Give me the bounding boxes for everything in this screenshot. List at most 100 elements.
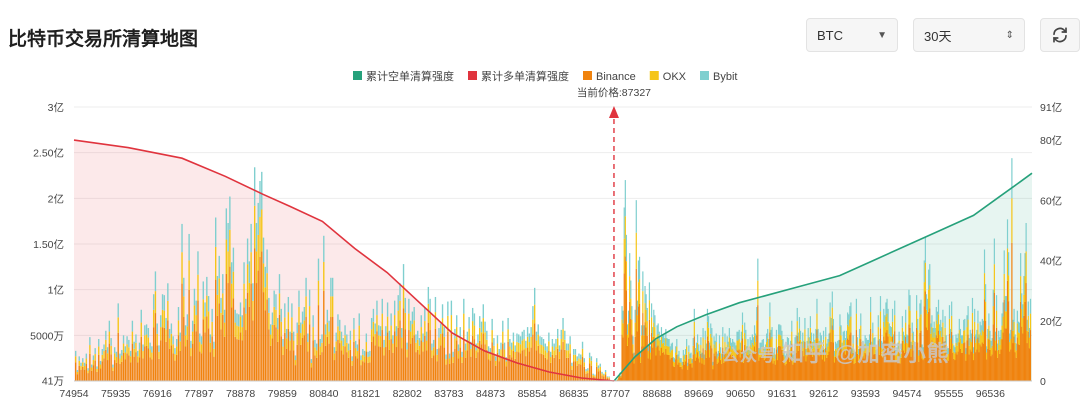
short-bar-278-bybit <box>920 299 922 315</box>
long-bar-136-bybit <box>316 343 318 351</box>
long-bar-95-bybit <box>243 262 245 284</box>
short-bar-368-bybit <box>1018 322 1021 334</box>
long-bar-187-okx <box>406 349 408 358</box>
long-bar-25-binance <box>119 364 121 381</box>
long-bar-294-bybit <box>596 358 598 363</box>
short-bar-233-binance <box>871 356 873 381</box>
long-bar-55-binance <box>172 353 174 381</box>
long-bar-79-binance <box>215 279 217 381</box>
short-bar-257-binance <box>897 357 899 381</box>
short-bar-248-okx <box>887 321 889 337</box>
long-bar-196-bybit <box>422 333 424 343</box>
long-bar-210-okx <box>447 315 449 332</box>
short-bar-296-okx <box>940 330 942 344</box>
short-bar-197-bybit <box>831 291 833 308</box>
short-bar-163-bybit <box>794 337 796 346</box>
long-bar-25-okx <box>119 358 121 365</box>
long-bar-24-binance <box>117 332 119 381</box>
long-bar-259-okx <box>533 304 536 324</box>
long-bar-216-okx <box>457 351 460 359</box>
long-bar-154-bybit <box>347 343 350 351</box>
long-bar-275-binance <box>562 341 564 381</box>
short-bar-73-bybit <box>695 342 698 350</box>
short-bar-173-okx <box>805 354 807 362</box>
short-bar-232-bybit <box>870 296 872 313</box>
short-bar-274-okx <box>916 310 918 328</box>
short-bar-8-okx <box>624 216 626 257</box>
refresh-button[interactable] <box>1040 18 1080 52</box>
short-bar-164-binance <box>795 352 797 381</box>
x-axis-tick-1: 75935 <box>101 388 130 400</box>
long-bar-137-okx <box>317 280 320 306</box>
short-bar-314-binance <box>959 348 962 381</box>
long-bar-255-bybit <box>526 327 529 337</box>
long-bar-35-okx <box>137 356 139 363</box>
short-bar-209-binance <box>844 354 847 381</box>
short-bar-258-okx <box>898 340 900 351</box>
long-bar-55-bybit <box>172 336 174 345</box>
short-bar-214-okx <box>850 316 852 333</box>
short-bar-63-bybit <box>684 349 687 355</box>
short-bar-171-binance <box>803 356 805 381</box>
long-bar-175-okx <box>385 336 387 348</box>
short-bar-337-binance <box>985 320 987 381</box>
short-bar-138-binance <box>767 348 769 381</box>
short-bar-187-binance <box>820 352 822 381</box>
short-bar-151-okx <box>781 339 783 350</box>
long-bar-115-bybit <box>278 274 281 294</box>
long-bar-29-okx <box>126 344 128 354</box>
long-bar-54-bybit <box>170 323 173 334</box>
long-bar-70-binance <box>199 351 201 381</box>
short-bar-159-binance <box>790 356 792 381</box>
long-bar-204-okx <box>436 354 438 362</box>
short-bar-346-okx <box>994 340 997 351</box>
short-bar-276-bybit <box>918 349 920 356</box>
long-bar-206-bybit <box>440 323 442 334</box>
short-bar-150-bybit <box>780 325 782 336</box>
long-bar-258-bybit <box>532 306 534 320</box>
short-bar-139-bybit <box>768 338 770 347</box>
short-bar-102-binance <box>727 356 729 381</box>
long-bar-56-bybit <box>174 348 176 355</box>
short-bar-108-binance <box>734 357 736 381</box>
long-bar-78-okx <box>213 348 215 357</box>
coin-select[interactable]: BTC ▼ <box>806 18 898 52</box>
long-bar-211-okx <box>448 358 451 365</box>
short-bar-282-okx <box>924 262 926 292</box>
long-bar-31-bybit <box>129 350 132 357</box>
long-bar-42-binance <box>149 357 151 381</box>
short-bar-26-binance <box>644 322 646 381</box>
short-bar-295-binance <box>939 345 941 381</box>
short-bar-290-bybit <box>933 321 935 333</box>
long-bar-164-binance <box>365 351 368 381</box>
short-bar-127-bybit <box>755 333 757 343</box>
long-bar-291-binance <box>590 365 593 381</box>
short-bar-126-bybit <box>753 325 756 336</box>
long-bar-271-binance <box>555 354 557 381</box>
short-bar-234-binance <box>872 344 874 381</box>
short-bar-325-binance <box>971 329 974 381</box>
long-bar-96-okx <box>245 313 247 331</box>
short-bar-271-okx <box>912 340 914 351</box>
long-bar-85-bybit <box>225 208 228 240</box>
short-bar-155-binance <box>785 364 787 381</box>
long-bar-50-bybit <box>163 295 165 311</box>
long-bar-270-okx <box>553 350 555 358</box>
long-bar-144-binance <box>330 317 332 381</box>
short-bar-201-okx <box>836 350 838 358</box>
long-bar-42-okx <box>149 349 151 358</box>
long-bar-240-bybit <box>500 342 502 350</box>
short-bar-26-okx <box>644 303 646 323</box>
long-bar-91-okx <box>236 325 238 340</box>
long-bar-47-okx <box>158 351 160 359</box>
long-bar-125-bybit <box>296 322 298 334</box>
short-bar-298-binance <box>942 336 944 381</box>
current-price-label: 当前价格:87327 <box>577 86 651 99</box>
long-bar-71-bybit <box>200 336 203 345</box>
short-bar-20-bybit <box>637 260 640 283</box>
short-bar-342-okx <box>990 348 992 357</box>
long-bar-56-okx <box>174 354 176 361</box>
range-select[interactable]: 30天 ⇕ <box>913 18 1025 52</box>
short-bar-307-bybit <box>952 335 954 344</box>
long-bar-49-okx <box>161 309 164 328</box>
